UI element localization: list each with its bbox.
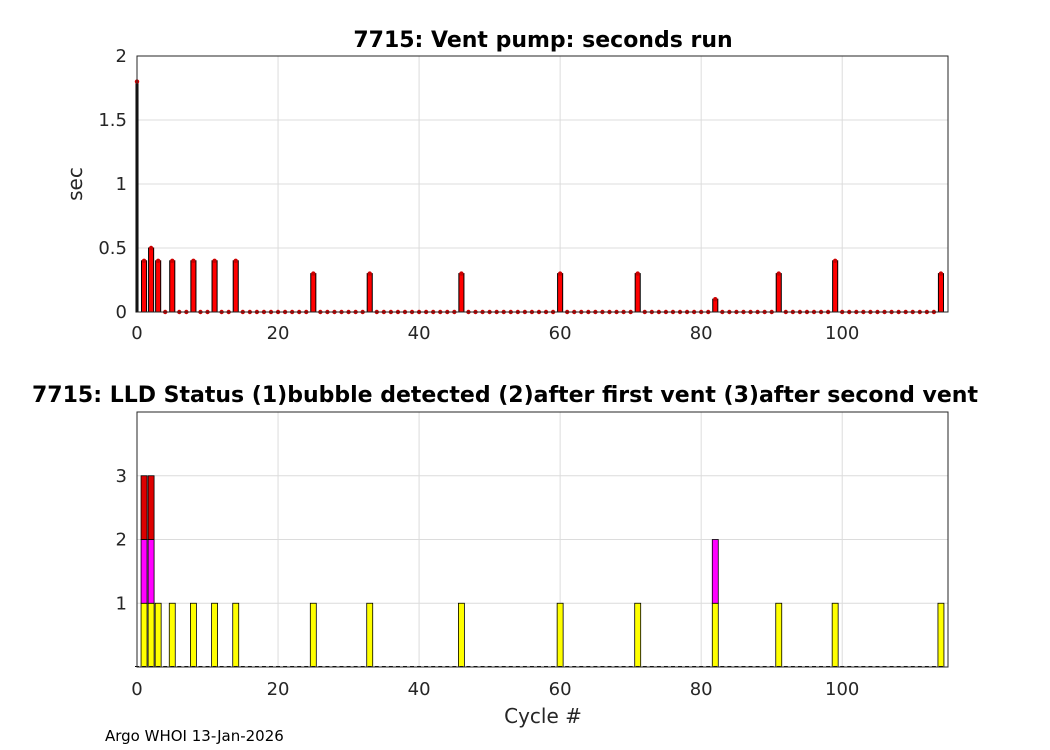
top-y-tick-label: 1 — [116, 174, 127, 195]
lld-status-bar-segment — [154, 602, 162, 668]
vent-pump-bar — [211, 260, 218, 313]
lld-status-bar-segment — [140, 475, 148, 540]
lld-status-bar-segment — [140, 539, 148, 604]
vent-pump-bar — [634, 273, 641, 313]
vent-pump-bar — [832, 260, 839, 313]
vent-pump-bar — [141, 260, 148, 313]
bottom-y-tick-label: 3 — [116, 466, 127, 487]
lld-status-bar-segment — [190, 602, 197, 668]
top-x-tick-labels: 0 20 40 60 80 100 — [131, 323, 859, 344]
lld-status-bar-segment — [711, 539, 719, 604]
top-y-axis-label: sec — [63, 167, 87, 201]
lld-status-bar-segment — [937, 602, 945, 668]
top-y-tick-label: 2 — [116, 46, 127, 67]
vent-pump-bar — [232, 260, 239, 313]
top-x-tick-label: 100 — [825, 323, 859, 344]
bottom-x-tick-label: 60 — [549, 679, 572, 700]
vent-pump-marker — [233, 258, 238, 263]
top-y-tick-label: 0.5 — [98, 238, 127, 259]
bottom-y-tick-labels: 1 2 3 — [116, 466, 127, 615]
bottom-axes: 0 20 40 60 80 100 1 2 3 7715: LLD Status (1)bub… — [32, 383, 978, 728]
bottom-axes-box — [136, 411, 949, 668]
footer-credit: Argo WHOI 13-Jan-2026 — [105, 727, 284, 745]
top-axes: 0 20 40 60 80 100 0 0.5 1 1.5 2 7715: Vent pump: … — [63, 28, 949, 344]
bottom-x-tick-label: 80 — [690, 679, 713, 700]
lld-status-bar-segment — [309, 602, 317, 668]
top-x-tick-label: 0 — [131, 323, 142, 344]
lld-status-bar-segment — [458, 602, 465, 668]
vent-pump-marker — [148, 245, 154, 251]
vent-pump-bar — [310, 273, 317, 313]
lld-status-bar-segment — [634, 602, 642, 668]
lld-status-bar-segment — [147, 602, 155, 668]
bottom-x-tick-label: 0 — [131, 679, 142, 700]
vent-pump-marker — [557, 271, 563, 276]
lld-status-bar-segment — [147, 475, 155, 540]
vent-pump-bar — [458, 273, 465, 313]
top-y-tick-label: 0 — [116, 302, 127, 323]
vent-pump-marker — [938, 271, 944, 276]
lld-status-bar-segment — [232, 602, 240, 668]
lld-status-bar-segment — [831, 602, 839, 668]
vent-pump-bar — [366, 273, 373, 313]
top-x-tick-label: 60 — [549, 323, 572, 344]
vent-pump-marker — [832, 258, 838, 263]
top-grid — [136, 55, 948, 313]
top-x-tick-label: 80 — [690, 323, 713, 344]
vent-pump-bar — [557, 273, 564, 313]
bottom-x-axis-label: Cycle # — [504, 704, 582, 728]
top-x-tick-label: 40 — [408, 323, 431, 344]
vent-pump-marker — [459, 271, 464, 276]
lld-status-bar-segment — [140, 602, 148, 668]
vent-pump-bar — [775, 273, 782, 313]
top-x-tick-label: 20 — [267, 323, 290, 344]
vent-pump-marker — [141, 258, 147, 263]
vent-pump-bar — [937, 273, 944, 313]
vent-pump-bar — [169, 260, 176, 313]
lld-status-bar-segment — [775, 602, 783, 668]
bottom-chart-title: 7715: LLD Status (1)bubble detected (2)a… — [32, 383, 978, 408]
vent-pump-marker — [170, 258, 175, 263]
vent-pump-marker — [191, 258, 196, 263]
top-markers — [134, 79, 944, 315]
vent-pump-marker — [367, 271, 372, 276]
top-chart-title: 7715: Vent pump: seconds run — [353, 28, 732, 53]
lld-status-bar-segment — [556, 602, 564, 668]
lld-status-bar-segment — [211, 602, 218, 668]
top-y-tick-labels: 0 0.5 1 1.5 2 — [98, 46, 127, 323]
bottom-x-tick-labels: 0 20 40 60 80 100 — [131, 679, 859, 700]
bottom-x-tick-label: 20 — [267, 679, 290, 700]
top-bars — [135, 81, 944, 313]
bottom-y-tick-label: 2 — [116, 530, 127, 551]
lld-status-bar-segment — [366, 602, 374, 668]
bottom-x-tick-label: 100 — [825, 679, 859, 700]
vent-pump-marker — [155, 258, 161, 263]
vent-pump-marker — [635, 271, 640, 276]
vent-pump-marker — [713, 297, 718, 302]
vent-pump-bar — [155, 260, 162, 313]
top-axes-box — [136, 55, 949, 313]
bottom-y-tick-label: 1 — [116, 593, 127, 614]
bottom-x-tick-label: 40 — [408, 679, 431, 700]
bottom-bars — [135, 475, 945, 668]
lld-status-bar-segment — [147, 539, 155, 604]
bottom-grid — [136, 412, 948, 667]
vent-pump-bar — [190, 260, 197, 313]
lld-status-bar-segment — [711, 602, 719, 668]
lld-status-bar-segment — [168, 602, 176, 668]
top-y-tick-label: 1.5 — [98, 110, 127, 131]
vent-pump-marker — [311, 271, 316, 276]
vent-pump-bar — [148, 247, 155, 313]
vent-pump-marker — [212, 258, 217, 263]
vent-pump-marker — [776, 271, 781, 276]
